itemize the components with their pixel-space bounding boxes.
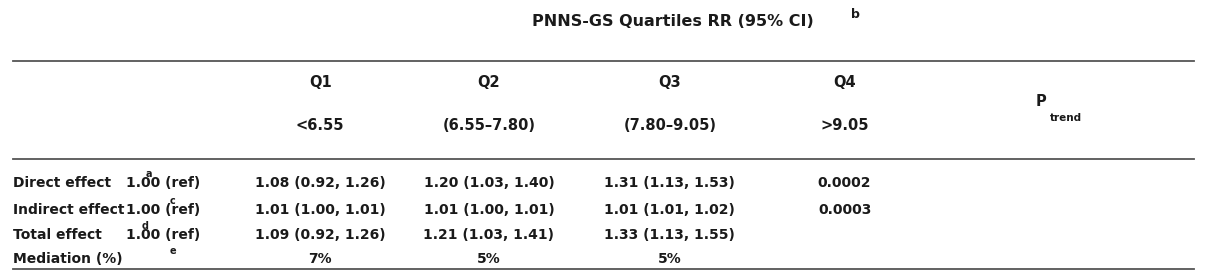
Text: Total effect: Total effect xyxy=(13,228,106,242)
Text: (6.55–7.80): (6.55–7.80) xyxy=(443,118,536,133)
Text: 1.01 (1.01, 1.02): 1.01 (1.01, 1.02) xyxy=(605,203,735,217)
Text: P: P xyxy=(1036,94,1046,109)
Text: c: c xyxy=(169,196,175,206)
Text: 1.00 (ref): 1.00 (ref) xyxy=(127,228,200,242)
Text: e: e xyxy=(169,246,176,255)
Text: Q3: Q3 xyxy=(659,75,681,90)
Text: 1.08 (0.92, 1.26): 1.08 (0.92, 1.26) xyxy=(255,176,385,190)
Text: Q1: Q1 xyxy=(309,75,332,90)
Text: b: b xyxy=(851,7,859,21)
Text: 1.21 (1.03, 1.41): 1.21 (1.03, 1.41) xyxy=(424,228,554,242)
Text: 1.00 (ref): 1.00 (ref) xyxy=(127,203,200,217)
Text: trend: trend xyxy=(1050,113,1081,123)
Text: Mediation (%): Mediation (%) xyxy=(13,252,127,266)
Text: 0.0002: 0.0002 xyxy=(818,176,871,190)
Text: 7%: 7% xyxy=(308,252,332,266)
Text: 1.33 (1.13, 1.55): 1.33 (1.13, 1.55) xyxy=(605,228,735,242)
Text: 1.01 (1.00, 1.01): 1.01 (1.00, 1.01) xyxy=(424,203,554,217)
Text: 0.0003: 0.0003 xyxy=(818,203,871,217)
Text: 5%: 5% xyxy=(477,252,501,266)
Text: 1.31 (1.13, 1.53): 1.31 (1.13, 1.53) xyxy=(605,176,735,190)
Text: a: a xyxy=(145,169,152,179)
Text: 1.09 (0.92, 1.26): 1.09 (0.92, 1.26) xyxy=(255,228,385,242)
Text: Direct effect: Direct effect xyxy=(13,176,116,190)
Text: Q2: Q2 xyxy=(478,75,500,90)
Text: PNNS-GS Quartiles RR (95% CI): PNNS-GS Quartiles RR (95% CI) xyxy=(532,14,820,29)
Text: 1.00 (ref): 1.00 (ref) xyxy=(127,176,200,190)
Text: 1.01 (1.00, 1.01): 1.01 (1.00, 1.01) xyxy=(255,203,385,217)
Text: Indirect effect: Indirect effect xyxy=(13,203,129,217)
Text: 1.20 (1.03, 1.40): 1.20 (1.03, 1.40) xyxy=(424,176,554,190)
Text: >9.05: >9.05 xyxy=(821,118,869,133)
Text: <6.55: <6.55 xyxy=(296,118,344,133)
Text: (7.80–9.05): (7.80–9.05) xyxy=(623,118,716,133)
Text: 5%: 5% xyxy=(658,252,682,266)
Text: d: d xyxy=(141,221,148,231)
Text: Q4: Q4 xyxy=(833,75,856,90)
